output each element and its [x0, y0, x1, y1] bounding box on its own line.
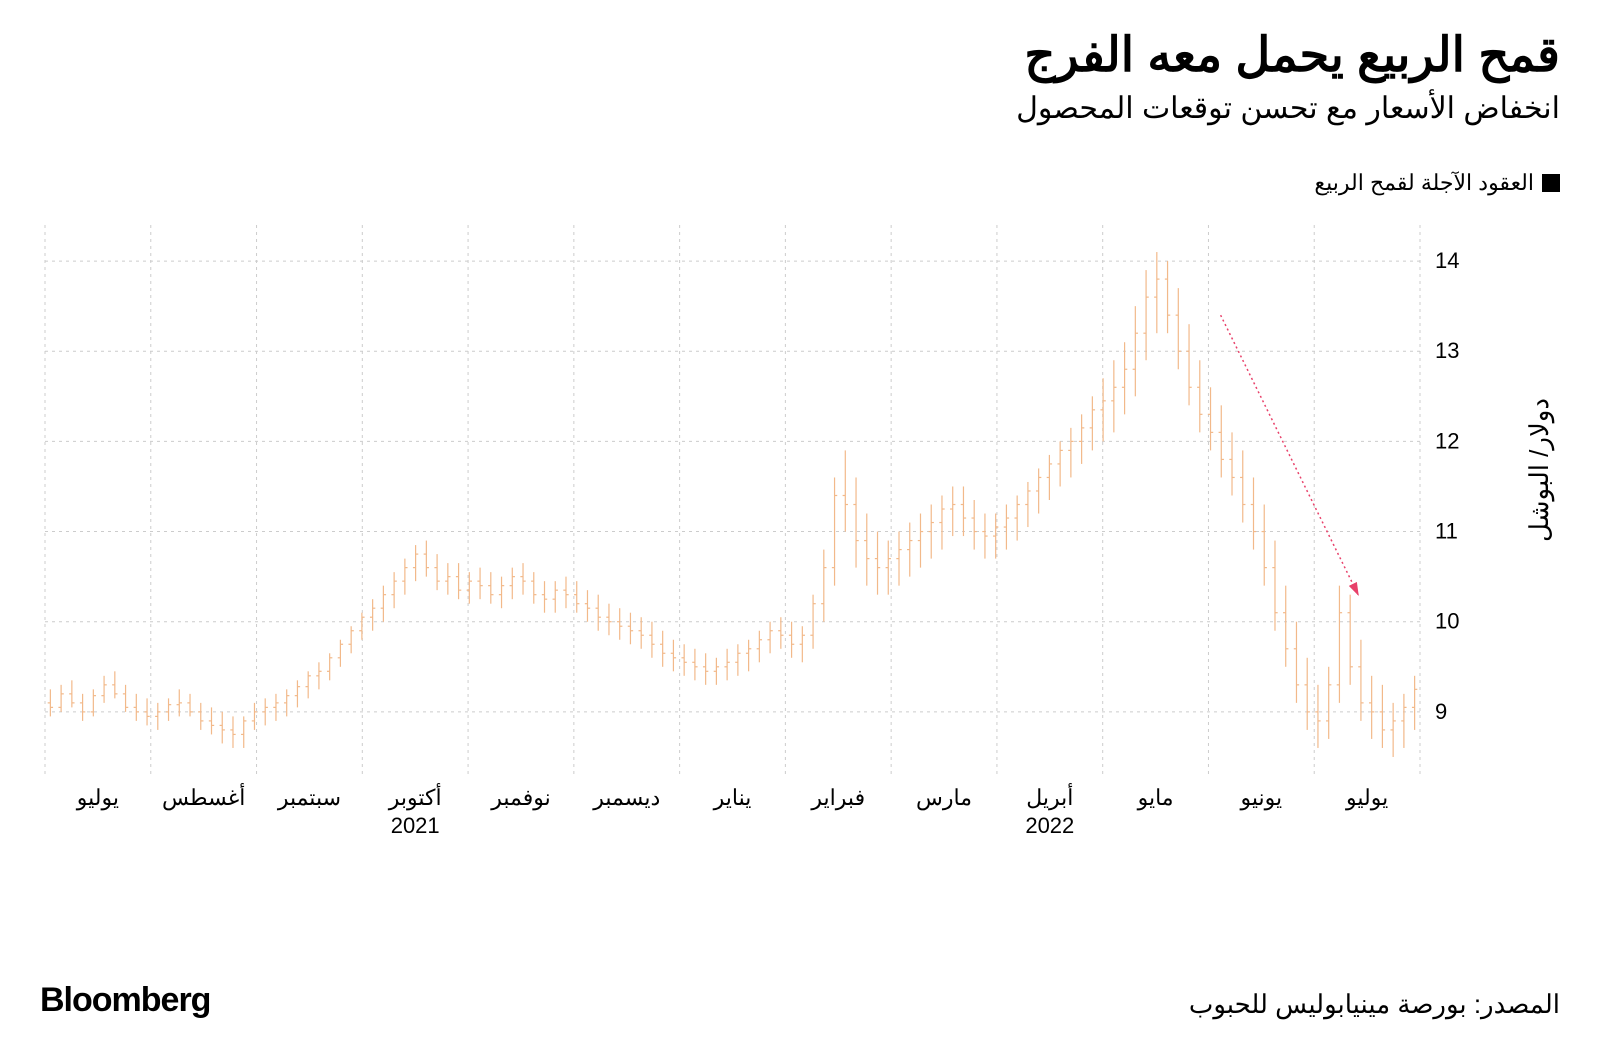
- x-tick-label: نوفمبر: [490, 785, 551, 811]
- x-tick-label: مارس: [916, 785, 972, 811]
- x-tick-label: أبريل: [1026, 782, 1073, 811]
- chart-subtitle: انخفاض الأسعار مع تحسن توقعات المحصول: [1016, 91, 1560, 126]
- x-tick-label: مايو: [1137, 785, 1174, 811]
- trend-arrow: [1221, 315, 1359, 595]
- x-tick-label: يوليو: [1345, 785, 1388, 811]
- chart-footer: Bloomberg المصدر: بورصة مينيابوليس للحبو…: [40, 981, 1560, 1020]
- chart-header: قمح الربيع يحمل معه الفرج انخفاض الأسعار…: [1016, 30, 1560, 126]
- x-tick-label: ديسمبر: [592, 785, 660, 811]
- x-tick-label: فبراير: [810, 785, 865, 811]
- y-tick-label: 14: [1435, 248, 1459, 273]
- y-tick-label: 13: [1435, 338, 1459, 363]
- legend-swatch: [1542, 174, 1560, 192]
- chart-plot-area: 9 10 11 12 13 14 يوليو أغسطس سبتمبر أكتوبر نوفمبر د…: [40, 215, 1480, 855]
- x-tick-label: يوليو: [76, 785, 119, 811]
- y-axis-title: دولار/ البوشل: [1524, 398, 1555, 542]
- brand-logo: Bloomberg: [40, 981, 210, 1020]
- chart-svg: 9 10 11 12 13 14 يوليو أغسطس سبتمبر أكتوبر نوفمبر د…: [40, 215, 1480, 935]
- y-tick-label: 10: [1435, 609, 1459, 634]
- legend-label: العقود الآجلة لقمح الربيع: [1314, 170, 1534, 196]
- x-year-label: 2021: [391, 813, 440, 838]
- y-tick-label: 9: [1435, 699, 1447, 724]
- x-tick-label: يونيو: [1240, 785, 1283, 811]
- y-tick-label: 11: [1435, 519, 1458, 544]
- x-tick-label: أغسطس: [162, 782, 245, 811]
- y-tick-label: 12: [1435, 428, 1459, 453]
- x-year-label: 2022: [1025, 813, 1074, 838]
- x-tick-label: يناير: [713, 785, 752, 811]
- chart-legend: العقود الآجلة لقمح الربيع: [1314, 170, 1560, 196]
- source-text: المصدر: بورصة مينيابوليس للحبوب: [1189, 989, 1560, 1020]
- chart-title: قمح الربيع يحمل معه الفرج: [1016, 30, 1560, 83]
- x-tick-label: أكتوبر: [388, 782, 442, 811]
- x-tick-label: سبتمبر: [277, 785, 341, 811]
